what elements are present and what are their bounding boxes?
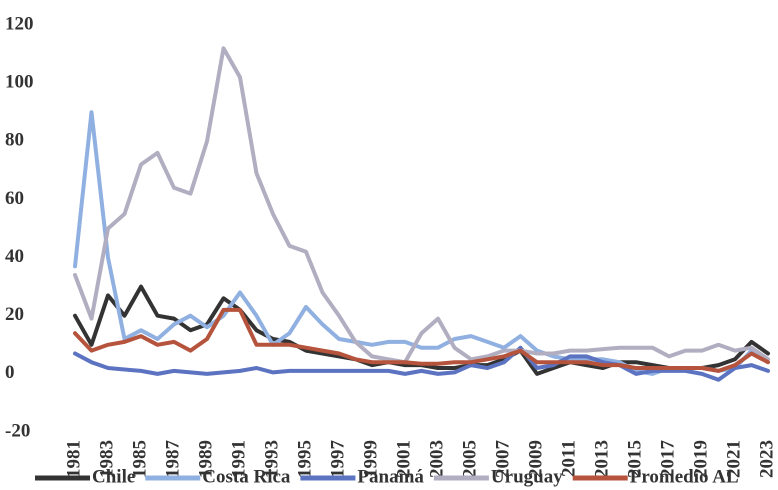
x-tick-label: 2023 xyxy=(756,440,777,478)
x-tick-label: 1995 xyxy=(294,440,315,478)
y-tick-label: 80 xyxy=(5,130,24,151)
x-tick-label: 1999 xyxy=(360,440,381,478)
series-line xyxy=(73,284,770,376)
x-tick-label: 2003 xyxy=(426,440,447,478)
x-tick-label: 1981 xyxy=(63,440,84,478)
x-tick-label: 2017 xyxy=(657,440,678,479)
legend-label: Uruguay xyxy=(491,466,563,487)
x-tick-label: 1987 xyxy=(162,440,183,479)
legend-label: Chile xyxy=(92,466,135,487)
y-tick-label: 20 xyxy=(5,304,24,325)
x-tick-label: 2005 xyxy=(459,440,480,478)
y-tick-label: 40 xyxy=(5,246,24,267)
legend-label: Costa Rica xyxy=(202,466,291,487)
x-tick-label: 1993 xyxy=(261,440,282,478)
y-tick-label: 60 xyxy=(5,188,24,209)
x-tick-label: 2013 xyxy=(591,440,612,478)
x-tick-label: 1997 xyxy=(327,440,348,479)
y-tick-label: -20 xyxy=(5,420,30,441)
x-tick-label: 1985 xyxy=(129,440,150,478)
y-tick-label: 100 xyxy=(5,72,34,93)
series-line xyxy=(73,110,770,376)
y-tick-label: 0 xyxy=(5,362,15,383)
x-tick-label: 1991 xyxy=(228,440,249,478)
x-tick-label: 2001 xyxy=(393,440,414,478)
series-line xyxy=(73,307,770,373)
series-line xyxy=(73,46,770,365)
x-tick-label: 2015 xyxy=(624,440,645,478)
x-tick-label: 1983 xyxy=(96,440,117,478)
x-tick-label: 2019 xyxy=(690,440,711,478)
legend-label: Panamá xyxy=(357,466,424,487)
x-tick-label: 1989 xyxy=(195,440,216,478)
legend-label: Promedio AL xyxy=(630,466,739,487)
x-tick-label: 2021 xyxy=(723,440,744,478)
y-tick-label: 120 xyxy=(5,13,34,34)
x-tick-label: 2009 xyxy=(525,440,546,478)
x-tick-label: 2007 xyxy=(492,440,513,479)
x-tick-label: 2011 xyxy=(558,440,579,477)
series-line xyxy=(73,345,770,382)
